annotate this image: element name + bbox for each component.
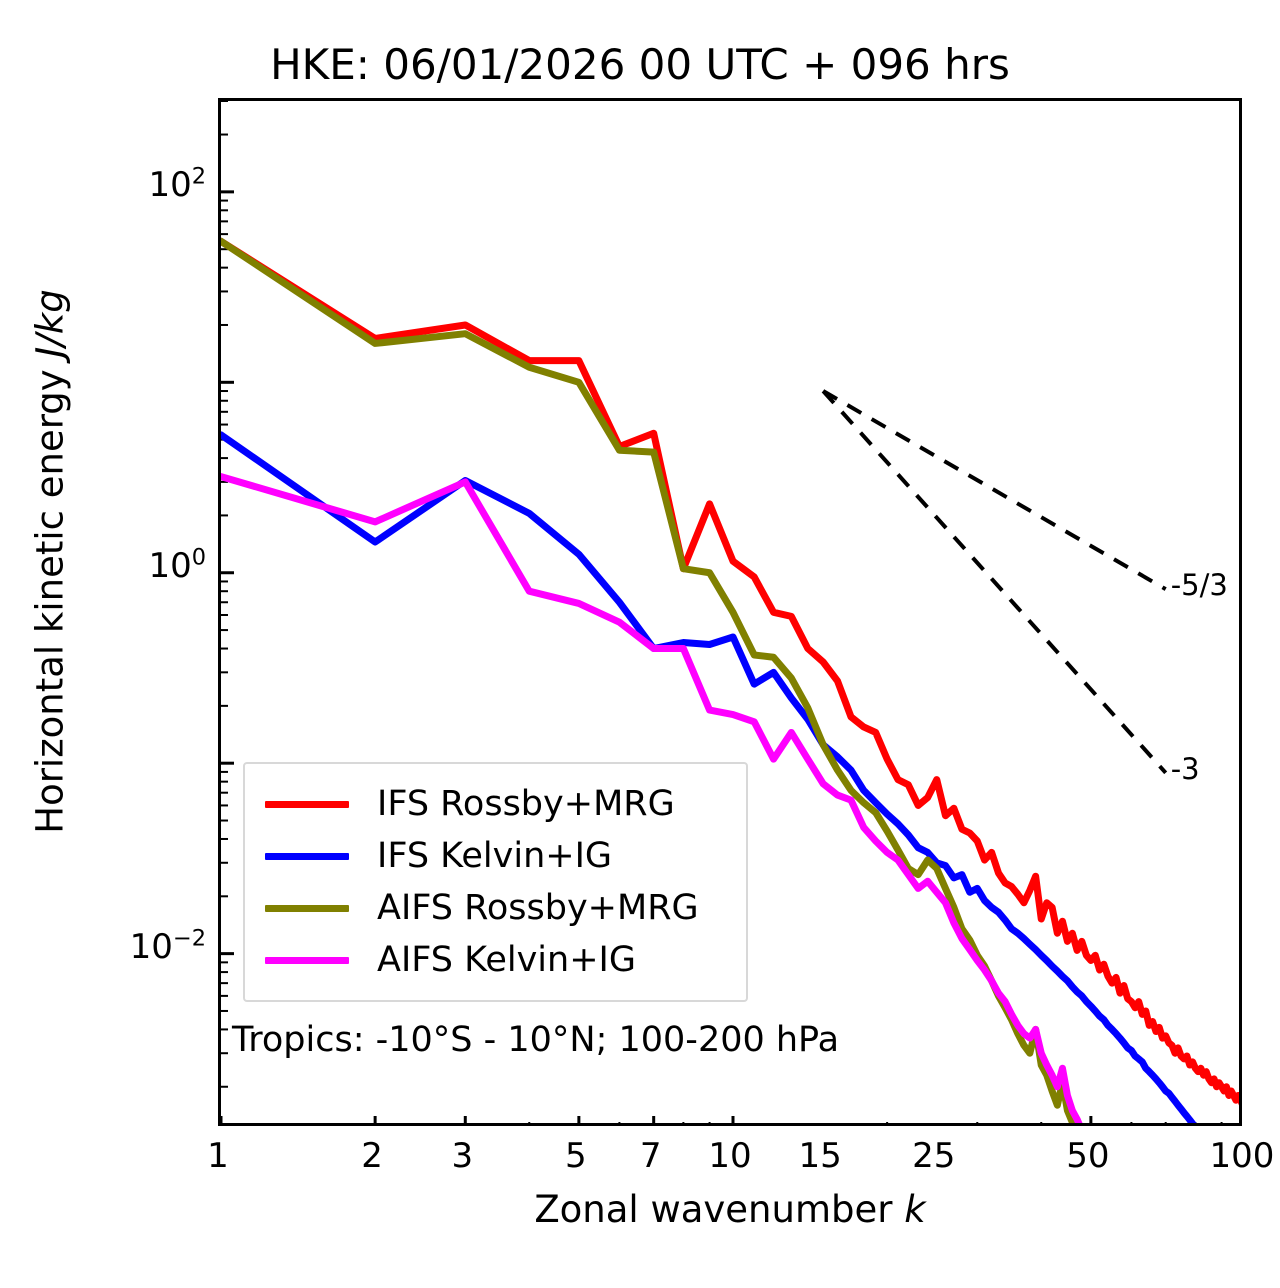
x-axis-label: Zonal wavenumber k: [218, 1188, 1242, 1231]
x-tick-label-8: 50: [1066, 1136, 1110, 1176]
y-tick-exponent: 2: [191, 163, 206, 190]
legend-item-label: IFS Rossby+MRG: [377, 784, 675, 824]
x-tick-label-9: 100: [1209, 1136, 1275, 1176]
y-tick-exponent: −2: [172, 925, 206, 952]
slope-reference-lines: [821, 389, 1168, 775]
legend-item-3[interactable]: AIFS Rossby+MRG: [259, 882, 736, 934]
axis-tick-marks: [221, 101, 1223, 1123]
legend-item-4[interactable]: AIFS Kelvin+IG: [259, 934, 736, 986]
x-tick-label-7: 25: [912, 1136, 956, 1176]
y-axis-tick-labels: 102 100 10−2: [0, 0, 206, 1288]
y-tick-mantissa: 10: [129, 926, 173, 967]
chart-canvas: [221, 101, 1239, 1123]
y-tick-label-1: 100: [148, 546, 206, 586]
series-line-4: [221, 473, 1083, 1123]
y-axis-label: Horizontal kinetic energy J/kg: [29, 182, 72, 942]
y-tick-mantissa: 10: [148, 545, 192, 586]
y-axis-label-text: Horizontal kinetic energy: [28, 357, 72, 834]
legend-swatch-icon: [265, 800, 349, 808]
legend-item-label: AIFS Kelvin+IG: [377, 940, 636, 980]
x-tick-label-0: 1: [207, 1136, 229, 1176]
x-axis-label-symbol: k: [904, 1188, 926, 1231]
slope-line-0: [822, 389, 1167, 591]
x-tick-label-6: 15: [798, 1136, 842, 1176]
slope-label-53: -5/3: [1170, 568, 1228, 603]
legend-item-label: IFS Kelvin+IG: [377, 836, 613, 876]
x-axis-label-text: Zonal wavenumber: [534, 1188, 905, 1231]
legend-swatch-icon: [265, 852, 349, 860]
legend-item-2[interactable]: IFS Kelvin+IG: [259, 830, 736, 882]
series-line-1: [221, 237, 1239, 1106]
chart-legend: IFS Rossby+MRG IFS Kelvin+IG AIFS Rossby+M…: [243, 762, 748, 1002]
legend-swatch-icon: [265, 956, 349, 964]
x-tick-label-1: 2: [361, 1136, 383, 1176]
legend-item-1[interactable]: IFS Rossby+MRG: [259, 778, 736, 830]
series-line-2: [221, 431, 1197, 1123]
legend-swatch-icon: [265, 904, 349, 912]
x-tick-label-5: 10: [708, 1136, 752, 1176]
chart-title: HKE: 06/01/2026 00 UTC + 096 hrs: [270, 40, 1010, 89]
slope-line-1: [821, 389, 1168, 775]
x-tick-label-4: 7: [639, 1136, 662, 1176]
x-tick-label-3: 5: [565, 1136, 587, 1176]
y-tick-label-0: 102: [148, 165, 206, 205]
region-annotation: Tropics: -10°S - 10°N; 100-200 hPa: [232, 1020, 840, 1060]
y-axis-label-units: J/kg: [28, 289, 72, 358]
y-tick-label-2: 10−2: [130, 927, 206, 967]
slope-label-3: -3: [1170, 751, 1200, 786]
y-tick-mantissa: 10: [148, 164, 192, 205]
legend-item-label: AIFS Rossby+MRG: [377, 888, 699, 928]
x-tick-label-2: 3: [451, 1136, 474, 1176]
series-line-3: [221, 237, 1077, 1123]
y-tick-exponent: 0: [191, 544, 206, 571]
